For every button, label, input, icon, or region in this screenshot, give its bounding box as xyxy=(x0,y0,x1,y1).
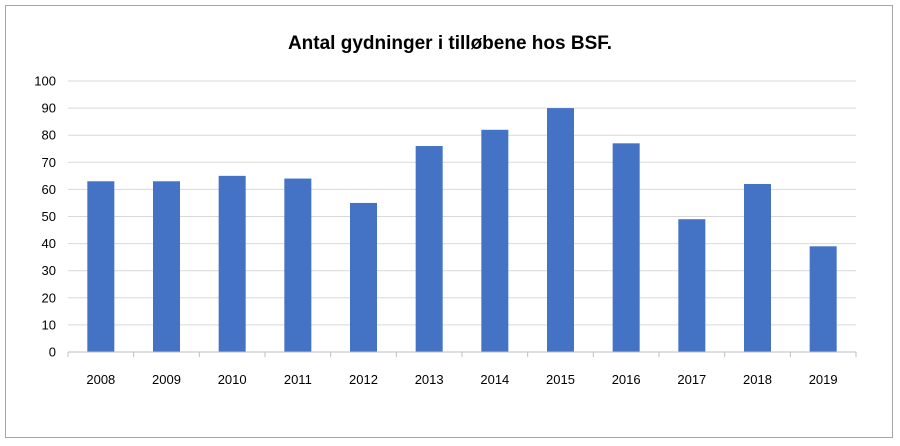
bars xyxy=(87,108,837,352)
bar-2017 xyxy=(678,219,706,352)
bar-2009 xyxy=(153,181,180,352)
x-tick-label: 2011 xyxy=(284,372,312,387)
bar-2012 xyxy=(350,202,377,352)
x-tick-label: 2017 xyxy=(677,372,706,387)
x-tick-label: 2018 xyxy=(743,372,772,387)
y-tick-label: 40 xyxy=(42,236,56,251)
bar-2008 xyxy=(87,181,115,352)
x-tick-label: 2015 xyxy=(546,372,575,387)
x-tick-label: 2016 xyxy=(612,372,641,387)
axes: 0 10 20 30 40 50 60 70 80 90 100 2008 2009 2010 2011 20… xyxy=(34,74,857,387)
y-tick-label: 10 xyxy=(42,317,56,332)
bar-2015 xyxy=(547,108,574,352)
x-tick-label: 2014 xyxy=(480,372,509,387)
y-tick-label: 20 xyxy=(42,290,56,305)
bar-2010 xyxy=(218,175,246,352)
bar-2013 xyxy=(415,146,443,352)
chart-title: Antal gydninger i tilløbene hos BSF. xyxy=(287,33,613,54)
x-tick-label: 2008 xyxy=(86,372,115,387)
x-tick-label: 2013 xyxy=(415,372,444,387)
bar-2011 xyxy=(284,178,312,352)
bar-2019 xyxy=(809,246,837,352)
y-tick-label: 80 xyxy=(42,128,56,143)
x-tick-label: 2019 xyxy=(809,372,838,387)
x-tick-label: 2009 xyxy=(152,372,181,387)
bar-2018 xyxy=(744,183,771,352)
x-tick-label: 2012 xyxy=(349,372,378,387)
y-tick-label: 90 xyxy=(42,101,56,116)
bar-2016 xyxy=(612,143,640,352)
x-tick-label: 2010 xyxy=(218,372,247,387)
y-tick-label: 100 xyxy=(34,74,56,89)
y-tick-label: 50 xyxy=(42,209,56,224)
gridlines xyxy=(68,80,856,326)
y-tick-label: 30 xyxy=(42,263,56,278)
bar-2014 xyxy=(481,129,509,352)
y-tick-label: 70 xyxy=(42,155,56,170)
y-tick-label: 60 xyxy=(42,182,56,197)
y-tick-label: 0 xyxy=(49,345,56,360)
